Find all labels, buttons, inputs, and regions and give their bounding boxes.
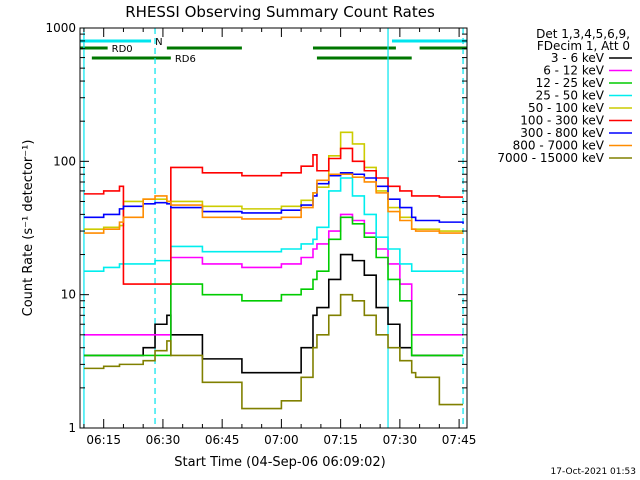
legend-label: 100 - 300 keV xyxy=(520,114,604,128)
x-axis-label: Start Time (04-Sep-06 06:09:02) xyxy=(174,455,385,470)
legend-label: 25 - 50 keV xyxy=(536,89,605,103)
legend-header-line-1: Det 1,3,4,5,6,9, xyxy=(536,27,630,41)
y-tick-label: 100 xyxy=(53,154,76,168)
series-line xyxy=(83,213,464,336)
y-tick-label: 10 xyxy=(61,288,76,302)
series-line xyxy=(83,131,464,232)
series-line xyxy=(83,173,464,234)
flag-label: N xyxy=(155,37,162,48)
flag-label: RD6 xyxy=(175,54,196,65)
legend-label: 50 - 100 keV xyxy=(528,101,605,115)
series-line xyxy=(83,293,464,410)
x-tick-label: 07:30 xyxy=(383,433,418,447)
chart-title: RHESSI Observing Summary Count Rates xyxy=(125,3,435,21)
y-tick-label: 1 xyxy=(68,421,76,435)
series-line xyxy=(83,253,464,374)
x-tick-label: 06:15 xyxy=(86,433,121,447)
y-tick-label: 1000 xyxy=(45,21,76,35)
series-line xyxy=(83,177,464,272)
x-tick-label: 06:45 xyxy=(205,433,240,447)
x-tick-label: 07:15 xyxy=(323,433,358,447)
plot-frame xyxy=(79,27,468,429)
legend-label: 800 - 7000 keV xyxy=(513,139,605,153)
series-line xyxy=(83,172,464,224)
series-line xyxy=(83,216,464,357)
legend-label: 6 - 12 keV xyxy=(543,64,605,78)
timestamp: 17-Oct-2021 01:53 xyxy=(551,467,636,477)
legend-label: 7000 - 15000 keV xyxy=(497,151,604,165)
y-axis-label: Count Rate (s⁻¹ detector⁻¹) xyxy=(21,140,36,317)
series-line xyxy=(83,147,464,285)
legend-label: 3 - 6 keV xyxy=(551,51,605,65)
series-lines xyxy=(83,131,464,410)
x-tick-label: 07:45 xyxy=(442,433,477,447)
legend: Det 1,3,4,5,6,9, FDecim 1, Att 0 3 - 6 k… xyxy=(497,27,632,165)
x-tick-label: 06:30 xyxy=(146,433,181,447)
legend-label: 12 - 25 keV xyxy=(536,76,605,90)
flag-bars: N RD0 RD6 xyxy=(80,37,467,65)
x-tick-label: 07:00 xyxy=(264,433,299,447)
flag-label: RD0 xyxy=(112,44,133,55)
y-axis: 1 10 100 1000 xyxy=(45,21,467,435)
boundary-lines xyxy=(83,28,464,428)
legend-header-line-2: FDecim 1, Att 0 xyxy=(537,39,630,53)
x-axis: 06:15 06:30 06:45 07:00 07:15 07:30 07:45 xyxy=(83,28,477,447)
legend-label: 300 - 800 keV xyxy=(520,126,604,140)
